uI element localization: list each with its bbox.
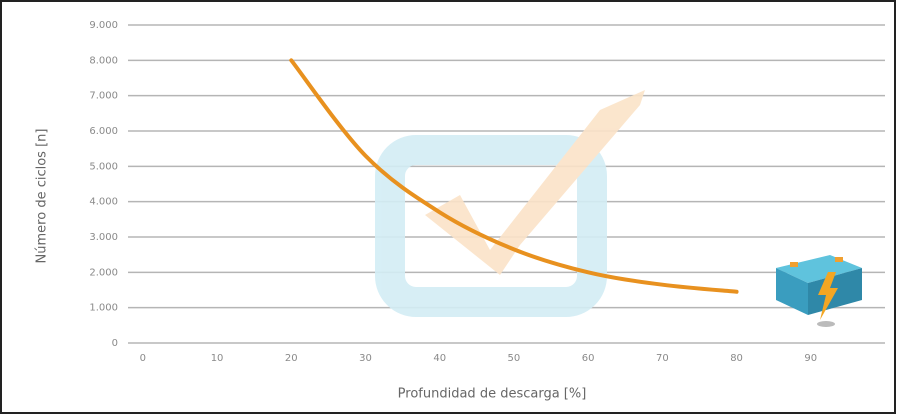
y-tick-label: 5.000 — [89, 161, 118, 172]
y-axis-title: Número de ciclos [n] — [35, 129, 50, 264]
x-tick-label: 20 — [285, 353, 298, 364]
y-tick-label: 0 — [112, 338, 118, 349]
y-tick-label: 1.000 — [89, 303, 118, 314]
y-tick-label: 6.000 — [89, 126, 118, 137]
x-tick-label: 50 — [508, 353, 521, 364]
x-axis-title: Profundidad de descarga [%] — [398, 387, 587, 402]
x-tick-label: 60 — [582, 353, 595, 364]
y-tick-label: 9.000 — [89, 20, 118, 31]
x-tick-label: 30 — [359, 353, 372, 364]
x-tick-label: 0 — [140, 353, 146, 364]
y-tick-label: 7.000 — [89, 91, 118, 102]
y-tick-label: 8.000 — [89, 55, 118, 66]
watermark — [375, 90, 645, 317]
battery-icon — [776, 255, 862, 327]
y-tick-label: 2.000 — [89, 267, 118, 278]
x-tick-label: 10 — [211, 353, 224, 364]
y-tick-label: 4.000 — [89, 197, 118, 208]
x-tick-label: 70 — [656, 353, 669, 364]
x-tick-label: 40 — [433, 353, 446, 364]
x-tick-label: 90 — [804, 353, 817, 364]
x-tick-label: 80 — [730, 353, 743, 364]
line — [289, 58, 739, 294]
y-tick-label: 3.000 — [89, 232, 118, 243]
